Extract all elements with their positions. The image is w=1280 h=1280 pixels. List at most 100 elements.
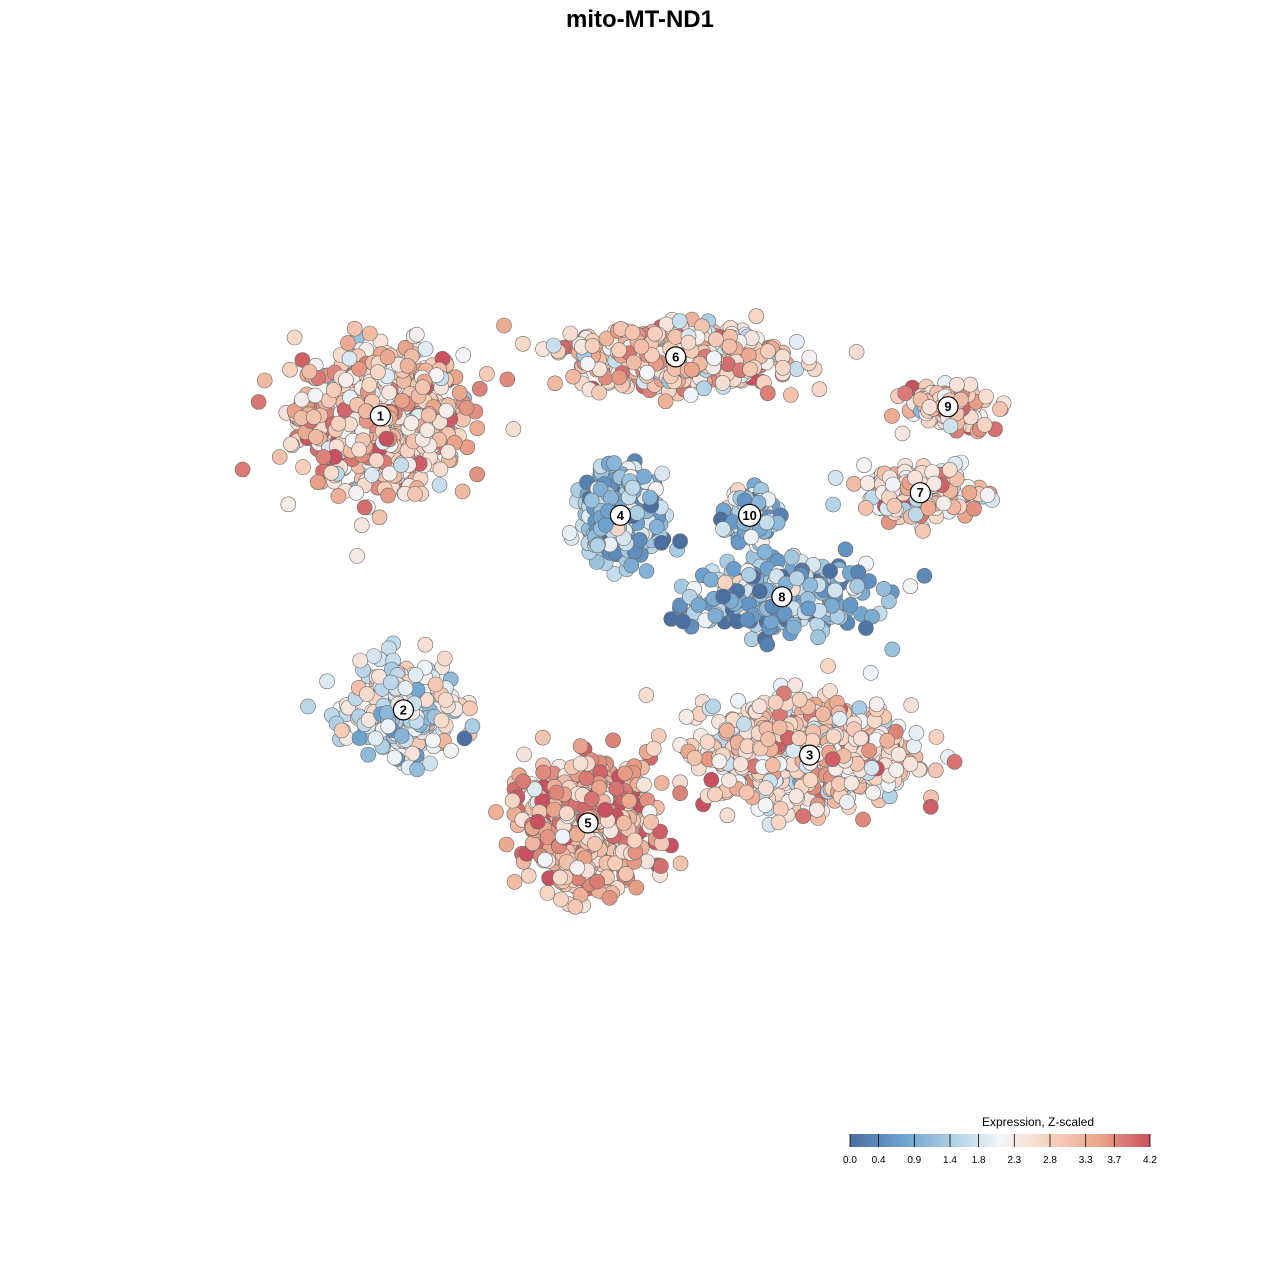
- data-point: [675, 613, 691, 630]
- data-point: [601, 890, 618, 906]
- data-point: [629, 505, 645, 521]
- data-point: [783, 549, 800, 566]
- data-point: [633, 338, 650, 355]
- data-point: [748, 308, 765, 325]
- data-point: [498, 836, 515, 853]
- cluster-label-text: 9: [944, 399, 951, 414]
- data-point: [772, 801, 789, 817]
- data-point: [559, 805, 575, 822]
- data-point: [636, 468, 652, 485]
- cluster-label-2: 2: [392, 699, 414, 721]
- data-point: [407, 667, 424, 683]
- data-point: [715, 588, 731, 605]
- data-point: [686, 750, 703, 766]
- data-point: [902, 756, 919, 772]
- data-point: [827, 582, 843, 599]
- data-point: [356, 499, 373, 516]
- data-point: [348, 484, 365, 501]
- data-point: [916, 567, 933, 584]
- data-point: [811, 381, 828, 398]
- data-point: [393, 457, 410, 473]
- data-point: [367, 730, 384, 747]
- data-point: [858, 620, 874, 636]
- data-point: [399, 357, 416, 374]
- data-point: [282, 361, 298, 378]
- data-point: [370, 364, 386, 381]
- data-point: [976, 417, 993, 433]
- data-point: [683, 361, 700, 378]
- data-point: [366, 648, 382, 664]
- data-point: [427, 676, 444, 693]
- data-point: [360, 746, 377, 763]
- data-point: [624, 324, 641, 341]
- data-point: [534, 729, 551, 746]
- data-point: [949, 376, 965, 393]
- legend-tick-label: 1.8: [972, 1155, 986, 1166]
- data-point: [397, 680, 414, 697]
- data-point: [417, 636, 434, 653]
- data-point: [234, 461, 251, 478]
- data-point: [591, 384, 607, 401]
- data-point: [645, 740, 662, 757]
- data-point: [822, 563, 838, 579]
- data-point: [394, 392, 410, 409]
- data-point: [351, 360, 367, 377]
- data-point: [606, 455, 622, 471]
- data-point: [857, 500, 874, 516]
- data-point: [393, 728, 410, 744]
- data-point: [597, 802, 613, 818]
- data-point: [884, 408, 900, 424]
- cluster-label-9: 9: [937, 396, 959, 418]
- data-point: [757, 797, 774, 813]
- legend-tick-label: 2.8: [1043, 1155, 1057, 1166]
- data-point: [572, 755, 589, 772]
- data-point: [760, 343, 776, 360]
- data-point: [330, 488, 347, 504]
- data-point: [403, 415, 420, 431]
- cluster-label-badge: [737, 503, 762, 527]
- data-point: [903, 697, 920, 713]
- data-point: [888, 762, 905, 778]
- data-point: [515, 335, 531, 352]
- data-point: [705, 698, 721, 715]
- data-point: [862, 665, 879, 681]
- data-point: [436, 650, 453, 667]
- data-point: [719, 722, 735, 739]
- data-point: [567, 898, 584, 915]
- cluster-label-3: 3: [798, 744, 821, 766]
- legend-tick-label: 0.0: [843, 1155, 857, 1166]
- data-point: [352, 652, 369, 669]
- data-point: [381, 384, 398, 401]
- data-point: [565, 368, 581, 385]
- data-point: [505, 421, 522, 437]
- cluster-label-text: 4: [617, 508, 625, 523]
- data-point: [820, 658, 836, 674]
- cluster-label-badge: [577, 812, 599, 834]
- data-point: [504, 792, 521, 809]
- data-point: [849, 578, 866, 594]
- data-point: [371, 509, 388, 526]
- data-point: [454, 483, 471, 500]
- data-point: [380, 487, 396, 504]
- data-point: [381, 465, 398, 482]
- cluster-label-text: 3: [806, 748, 813, 763]
- data-point: [455, 347, 472, 363]
- data-point: [636, 776, 652, 793]
- legend-tick-label: 0.4: [872, 1155, 886, 1166]
- cluster-label-badge: [665, 346, 687, 368]
- data-point: [380, 718, 397, 735]
- points-layer: [234, 308, 1012, 915]
- data-point: [438, 402, 455, 419]
- data-point: [715, 521, 731, 537]
- data-point: [616, 815, 632, 831]
- data-point: [760, 731, 777, 748]
- data-point: [625, 354, 642, 371]
- data-point: [537, 851, 553, 868]
- data-point: [894, 425, 911, 442]
- data-point: [295, 459, 311, 475]
- data-point: [602, 490, 619, 506]
- data-point: [301, 363, 318, 380]
- data-point: [469, 466, 485, 483]
- data-point: [942, 418, 959, 434]
